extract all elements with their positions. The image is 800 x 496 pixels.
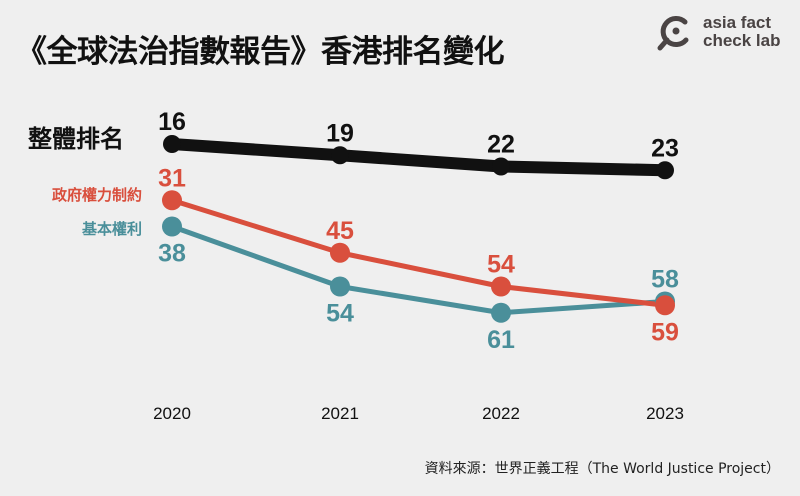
data-point — [163, 135, 181, 153]
magnifier-logo-icon — [657, 16, 689, 51]
chart-title: 《全球法治指數報告》香港排名變化 — [16, 34, 505, 70]
x-tick-label: 2020 — [153, 404, 191, 423]
data-point — [162, 190, 182, 211]
series-line-2 — [169, 197, 668, 308]
data-point — [331, 146, 349, 165]
data-label: 61 — [487, 326, 515, 354]
data-label: 23 — [651, 134, 679, 162]
data-label: 58 — [651, 266, 679, 294]
data-label: 38 — [158, 240, 186, 268]
series-label: 基本權利 — [81, 220, 142, 238]
x-tick-label: 2022 — [482, 404, 520, 423]
x-tick-label: 2023 — [646, 404, 684, 423]
data-label: 54 — [326, 300, 354, 328]
data-point — [330, 242, 350, 263]
data-point — [491, 276, 511, 297]
data-label: 31 — [158, 164, 186, 192]
x-tick-label: 2021 — [321, 404, 359, 423]
data-point — [330, 276, 350, 297]
data-label: 16 — [158, 108, 186, 136]
data-label: 54 — [487, 251, 515, 279]
logo-line1: asia fact — [703, 13, 772, 32]
source-note: 資料來源：世界正義工程（The World Justice Project） — [424, 461, 780, 477]
logo-text: asia fact check lab — [703, 14, 781, 50]
data-point — [656, 161, 674, 180]
data-point — [162, 216, 182, 237]
logo-line2: check lab — [703, 31, 781, 50]
series-line-3 — [169, 224, 668, 316]
data-label: 59 — [651, 318, 679, 346]
asia-fact-check-lab-logo: asia fact check lab — [655, 12, 795, 54]
data-label: 22 — [487, 131, 515, 159]
series-label: 政府權力制約 — [52, 186, 142, 204]
data-point — [655, 295, 675, 316]
data-point — [491, 302, 511, 323]
data-label: 45 — [326, 217, 354, 245]
series-label: 整體排名 — [28, 125, 124, 153]
data-point — [492, 157, 510, 176]
data-label: 19 — [326, 119, 354, 147]
series-line-1 — [166, 138, 671, 177]
